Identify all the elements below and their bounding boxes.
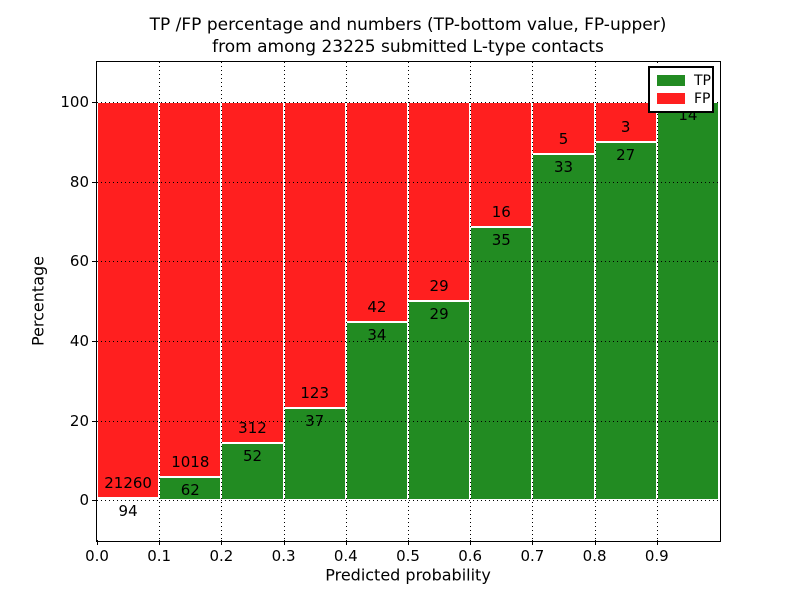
fp-count-label-0.7-0.8: 5	[558, 130, 569, 149]
tp-count-label-0.0-0.1: 94	[118, 502, 138, 521]
y-tick-label-60: 60	[69, 252, 89, 271]
fp-count-label-0.5-0.6: 29	[429, 277, 449, 295]
y-tick-label-100: 100	[60, 92, 89, 111]
y-tick-80	[92, 181, 97, 183]
gridline-x-0.6	[470, 62, 472, 540]
gridline-y-0	[97, 500, 719, 502]
x-tick-0.1	[159, 540, 161, 545]
x-tick-label-0.8: 0.8	[582, 547, 607, 565]
tp-count-label-0.6-0.7: 35	[491, 230, 511, 249]
x-tick-label-0.5: 0.5	[396, 547, 420, 565]
fp-count-label-0.4-0.5: 42	[367, 297, 387, 316]
x-tick-label-0.3: 0.3	[271, 547, 296, 565]
fp-count-label-0.2-0.3: 312	[238, 419, 267, 438]
x-tick-0.6	[470, 540, 472, 545]
x-tick-label-0.1: 0.1	[147, 547, 172, 565]
bar-fp-0.2-0.3	[221, 101, 284, 444]
y-tick-40	[92, 340, 97, 342]
x-tick-0.7	[532, 540, 534, 545]
tp-count-label-0.2-0.3: 52	[242, 447, 263, 466]
fp-count-label-0.6-0.7: 16	[491, 202, 511, 221]
legend: TP FP	[648, 66, 714, 113]
gridline-x-0.8	[594, 62, 596, 540]
bar-tp-0.8-0.9	[594, 141, 657, 501]
x-tick-0.0	[97, 540, 98, 545]
bar-tp-0.9-1.0	[656, 101, 719, 501]
bar-fp-0.8-0.9	[594, 101, 657, 142]
gridline-x-0.5	[408, 62, 409, 540]
gridline-x-0.3	[283, 62, 285, 540]
gridline-x-0.1	[159, 62, 161, 540]
x-tick-label-0.0: 0.0	[85, 547, 109, 565]
y-tick-60	[92, 261, 97, 263]
gridline-x-0.7	[532, 62, 534, 540]
tp-count-label-0.8-0.9: 27	[616, 145, 636, 164]
bar-tp-0.5-0.6	[408, 301, 471, 501]
legend-entry-fp: FP	[657, 92, 712, 106]
tp-count-label-0.3-0.4: 37	[305, 412, 325, 431]
chart-title-line1: TP /FP percentage and numbers (TP-bottom…	[149, 15, 667, 35]
x-axis-label: Predicted probability	[325, 565, 491, 585]
fp-swatch-icon	[657, 93, 685, 104]
x-tick-label-0.7: 0.7	[520, 547, 545, 565]
x-tick-0.3	[283, 540, 285, 545]
bar-tp-0.2-0.3	[221, 443, 284, 501]
fp-count-label-0.1-0.2: 1018	[171, 453, 210, 472]
tp-count-label-0.4-0.5: 34	[367, 325, 387, 344]
gridline-x-0.4	[345, 62, 347, 540]
x-tick-label-0.4: 0.4	[333, 547, 358, 565]
gridline-y-100	[97, 101, 719, 103]
bar-tp-0.0-0.1	[97, 498, 160, 501]
x-tick-0.4	[345, 540, 347, 545]
gridline-y-80	[97, 181, 719, 183]
legend-label-tp: TP	[694, 72, 711, 89]
gridline-y-60	[97, 261, 719, 263]
x-tick-0.8	[594, 540, 596, 545]
x-tick-0.2	[221, 540, 223, 545]
y-tick-100	[92, 101, 97, 103]
bar-tp-0.4-0.5	[345, 321, 408, 501]
y-tick-label-40: 40	[69, 331, 89, 350]
x-tick-0.5	[408, 540, 409, 545]
y-tick-0	[92, 500, 97, 502]
y-tick-label-0: 0	[79, 491, 89, 510]
bar-fp-0.4-0.5	[345, 101, 408, 322]
tp-count-label-0.5-0.6: 29	[429, 305, 449, 323]
fp-count-label-0.0-0.1: 21260	[104, 474, 152, 493]
gridline-y-20	[97, 420, 719, 422]
gridline-y-40	[97, 340, 719, 342]
bar-tp-0.6-0.7	[470, 226, 533, 501]
gridline-x-0.9	[656, 62, 658, 540]
tp-count-label-0.7-0.8: 33	[553, 158, 574, 177]
y-tick-label-80: 80	[69, 172, 89, 191]
y-tick-label-20: 20	[69, 411, 89, 430]
bar-fp-0.0-0.1	[97, 101, 160, 499]
legend-label-fp: FP	[694, 90, 711, 107]
y-tick-20	[92, 420, 97, 422]
legend-entry-tp: TP	[657, 74, 712, 88]
bar-fp-0.3-0.4	[283, 101, 346, 409]
gridline-x-0.2	[221, 62, 223, 540]
bar-tp-0.3-0.4	[283, 408, 346, 501]
fp-count-label-0.8-0.9: 3	[620, 117, 631, 136]
bar-fp-0.5-0.6	[408, 101, 471, 301]
x-tick-0.9	[656, 540, 658, 545]
chart-title-line2: from among 23225 submitted L-type contac…	[212, 37, 604, 57]
bar-tp-0.7-0.8	[532, 154, 595, 501]
x-tick-label-0.9: 0.9	[644, 547, 669, 565]
fp-count-label-0.3-0.4: 123	[300, 384, 330, 403]
x-tick-label-0.2: 0.2	[209, 547, 234, 565]
x-tick-label-0.6: 0.6	[458, 547, 483, 565]
tp-swatch-icon	[657, 75, 685, 86]
tp-count-label-0.1-0.2: 62	[180, 481, 200, 500]
